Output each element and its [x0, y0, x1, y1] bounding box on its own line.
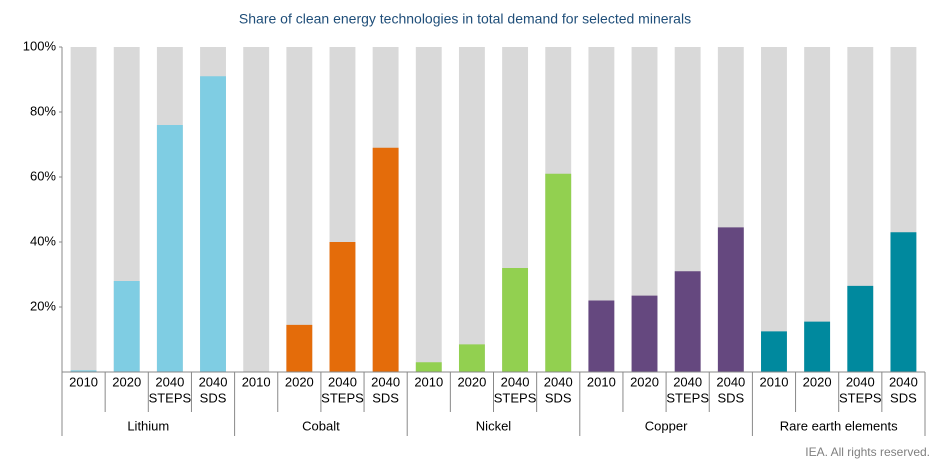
x-tick-label: 2040 — [544, 374, 573, 389]
bar — [761, 331, 787, 372]
bar-background — [243, 47, 270, 372]
x-tick-label: 2020 — [803, 374, 832, 389]
x-tick-label: SDS — [890, 390, 917, 405]
bar-background — [415, 47, 442, 372]
x-tick-label: 2010 — [587, 374, 616, 389]
y-tick-label: 40% — [30, 233, 56, 248]
bar — [415, 362, 442, 372]
x-tick-label: SDS — [200, 390, 227, 405]
x-tick-label: 2040 — [328, 374, 357, 389]
x-tick-label: STEPS — [839, 390, 882, 405]
x-tick-label: SDS — [372, 390, 399, 405]
group-label: Cobalt — [302, 418, 340, 433]
bar — [113, 281, 140, 372]
x-tick-label: STEPS — [321, 390, 364, 405]
x-tick-label: SDS — [717, 390, 744, 405]
bar — [847, 285, 874, 372]
x-tick-label: STEPS — [149, 390, 192, 405]
y-tick-label: 80% — [30, 103, 56, 118]
x-tick-label: 2040 — [501, 374, 530, 389]
x-tick-label: 2020 — [112, 374, 141, 389]
bar-background — [458, 47, 485, 372]
group-label: Copper — [645, 418, 688, 433]
x-tick-label: STEPS — [666, 390, 709, 405]
bar-background — [286, 47, 313, 372]
x-tick-label: 2010 — [414, 374, 443, 389]
bar-background — [761, 47, 787, 372]
x-tick-label: 2040 — [716, 374, 745, 389]
y-tick-label: 60% — [30, 168, 56, 183]
x-tick-label: 2010 — [69, 374, 98, 389]
bar — [631, 295, 658, 372]
x-tick-label: 2020 — [630, 374, 659, 389]
bar — [458, 344, 485, 372]
y-tick-label: 100% — [23, 38, 57, 53]
bar — [674, 271, 701, 372]
x-tick-label: SDS — [545, 390, 572, 405]
chart-title: Share of clean energy technologies in to… — [239, 11, 691, 27]
x-tick-label: 2040 — [673, 374, 702, 389]
bar — [545, 173, 572, 372]
x-tick-label: 2020 — [457, 374, 486, 389]
y-tick-label: 20% — [30, 298, 56, 313]
x-tick-label: 2020 — [285, 374, 314, 389]
footer: IEA. All rights reserved. — [805, 445, 930, 459]
group-label: Lithium — [127, 418, 169, 433]
bar — [588, 300, 615, 372]
bar — [502, 268, 529, 372]
bar-background — [804, 47, 831, 372]
x-tick-label: 2040 — [889, 374, 918, 389]
x-tick-label: 2040 — [155, 374, 184, 389]
bar — [70, 370, 97, 372]
bar-background — [70, 47, 97, 372]
bar — [717, 227, 744, 372]
bar — [286, 324, 313, 372]
x-tick-label: 2010 — [760, 374, 789, 389]
bar — [156, 125, 183, 372]
x-tick-label: 2040 — [199, 374, 228, 389]
x-tick-label: 2010 — [242, 374, 271, 389]
bar — [329, 242, 356, 372]
group-label: Nickel — [476, 418, 512, 433]
bar — [372, 147, 399, 372]
x-tick-label: 2040 — [846, 374, 875, 389]
bar — [890, 232, 917, 372]
bar — [200, 76, 226, 372]
bar — [804, 321, 831, 372]
group-label: Rare earth elements — [780, 418, 898, 433]
x-tick-label: 2040 — [371, 374, 400, 389]
x-tick-label: STEPS — [494, 390, 537, 405]
